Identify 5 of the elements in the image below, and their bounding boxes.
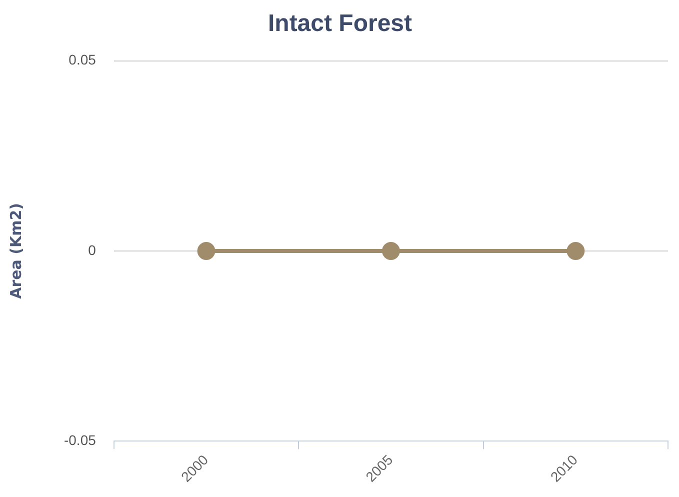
y-tick-label: -0.05 xyxy=(64,432,96,448)
chart-title: Intact Forest xyxy=(268,10,412,38)
y-tick-label: 0 xyxy=(88,242,96,258)
y-tick-label: 0.05 xyxy=(68,52,96,68)
y-axis-title: Area (Km2) xyxy=(6,202,25,299)
